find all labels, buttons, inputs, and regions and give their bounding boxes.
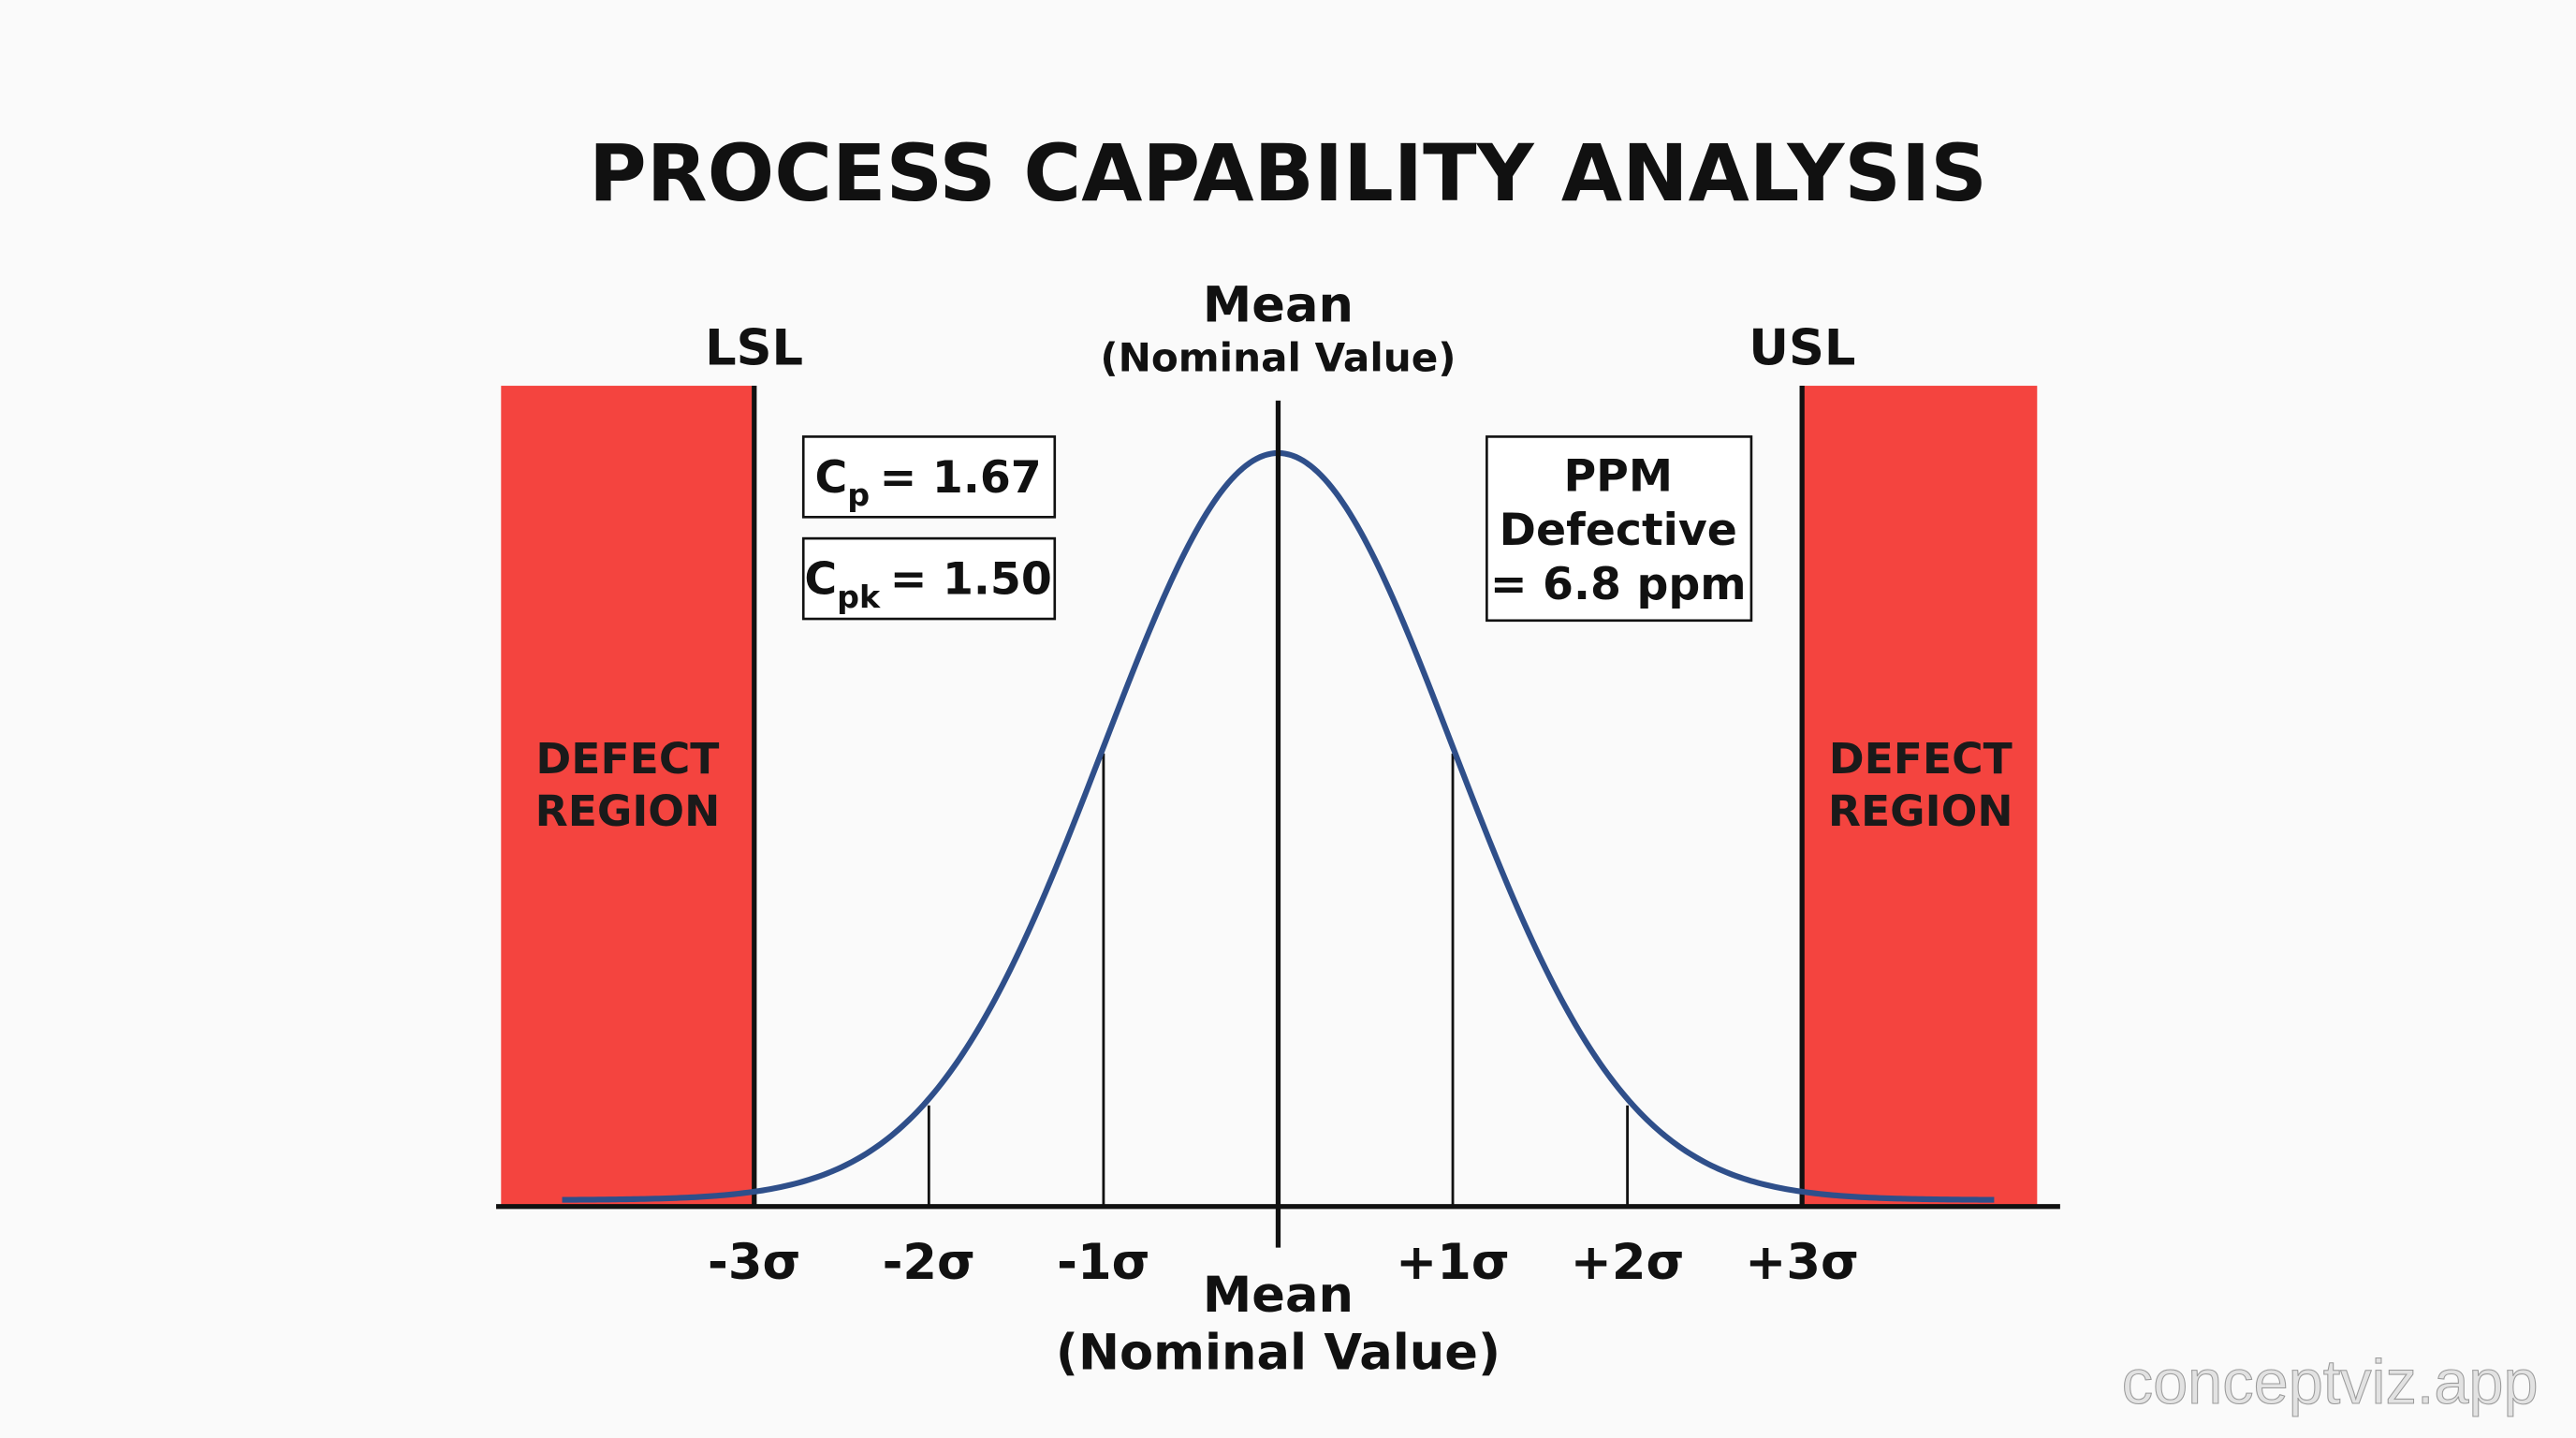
- mean-label-top: Mean: [1203, 277, 1354, 334]
- chart-title: PROCESS CAPABILITY ANALYSIS: [589, 127, 1987, 219]
- cp-value: Cp = 1.67: [814, 452, 1041, 513]
- defect-region-right-label-2: REGION: [1828, 786, 2013, 836]
- x-tick-labels: -3σ -2σ -1σ +1σ +2σ +3σ: [708, 1234, 1859, 1291]
- defect-region-right-label-1: DEFECT: [1829, 734, 2012, 784]
- defect-region-left: [501, 386, 754, 1207]
- sigma-lines: [927, 753, 1630, 1207]
- x-axis-label-2: (Nominal Value): [1056, 1324, 1500, 1381]
- mean-sublabel-top: (Nominal Value): [1100, 334, 1456, 380]
- usl-label: USL: [1749, 319, 1855, 376]
- x-tick-label: -3σ: [708, 1234, 800, 1291]
- cpk-box: [801, 536, 1057, 621]
- ppm-box: [1486, 435, 1753, 623]
- ppm-line-1: PPM: [1563, 450, 1673, 502]
- x-tick-label: +3σ: [1745, 1234, 1859, 1291]
- defect-region-left-label-2: REGION: [535, 786, 721, 836]
- defect-region-right: [1802, 386, 2038, 1207]
- lsl-label: LSL: [705, 319, 803, 376]
- ppm-line-3: = 6.8 ppm: [1490, 559, 1747, 610]
- cpk-value: Cpk = 1.50: [804, 554, 1051, 615]
- ppm-line-2: Defective: [1500, 505, 1737, 556]
- x-tick-label: +2σ: [1571, 1234, 1685, 1291]
- x-tick-label: -2σ: [883, 1234, 975, 1291]
- x-axis-label-1: Mean: [1203, 1267, 1354, 1324]
- x-tick-label: +1σ: [1396, 1234, 1510, 1291]
- x-tick-label: -1σ: [1057, 1234, 1149, 1291]
- cp-box: [801, 435, 1057, 519]
- watermark: conceptviz.app: [2122, 1348, 2539, 1417]
- defect-region-left-label-1: DEFECT: [535, 734, 719, 784]
